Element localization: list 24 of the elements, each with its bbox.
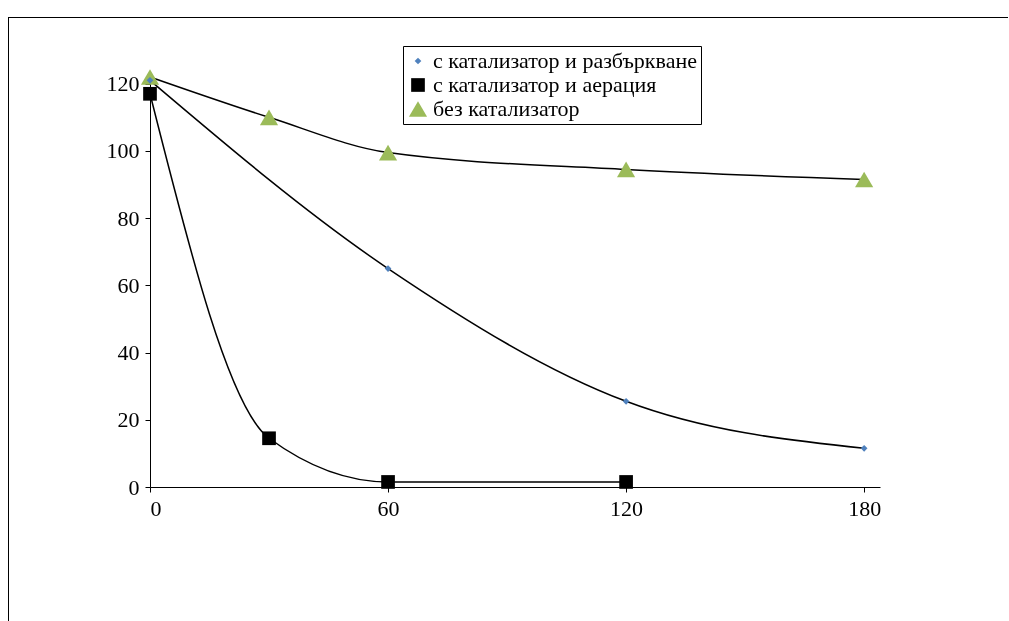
y-tick-label: 60 <box>117 272 140 298</box>
y-tick-label: 20 <box>117 407 140 433</box>
y-tick-label: 80 <box>117 205 140 231</box>
point <box>262 431 276 446</box>
point <box>143 86 157 101</box>
point <box>259 109 279 126</box>
y-tick-label: 120 <box>106 71 140 97</box>
legend-label: с катализатор и разбъркване <box>433 48 697 73</box>
point <box>860 445 868 452</box>
x-tick-label: 120 <box>610 495 644 521</box>
point <box>622 397 630 405</box>
point <box>381 475 395 489</box>
y-tick-label: 0 <box>128 474 140 500</box>
y-tick-label: 40 <box>117 340 140 366</box>
x-tick-label: 0 <box>150 495 162 521</box>
legend-label: без катализатор <box>433 96 580 121</box>
point <box>619 475 633 489</box>
point <box>855 171 874 188</box>
point <box>378 144 398 161</box>
point <box>617 161 636 178</box>
y-tick-label: 100 <box>106 138 140 164</box>
x-tick-label: 180 <box>848 495 882 521</box>
x-tick-label: 60 <box>377 495 400 521</box>
legend-label: с катализатор и аерация <box>433 72 657 97</box>
